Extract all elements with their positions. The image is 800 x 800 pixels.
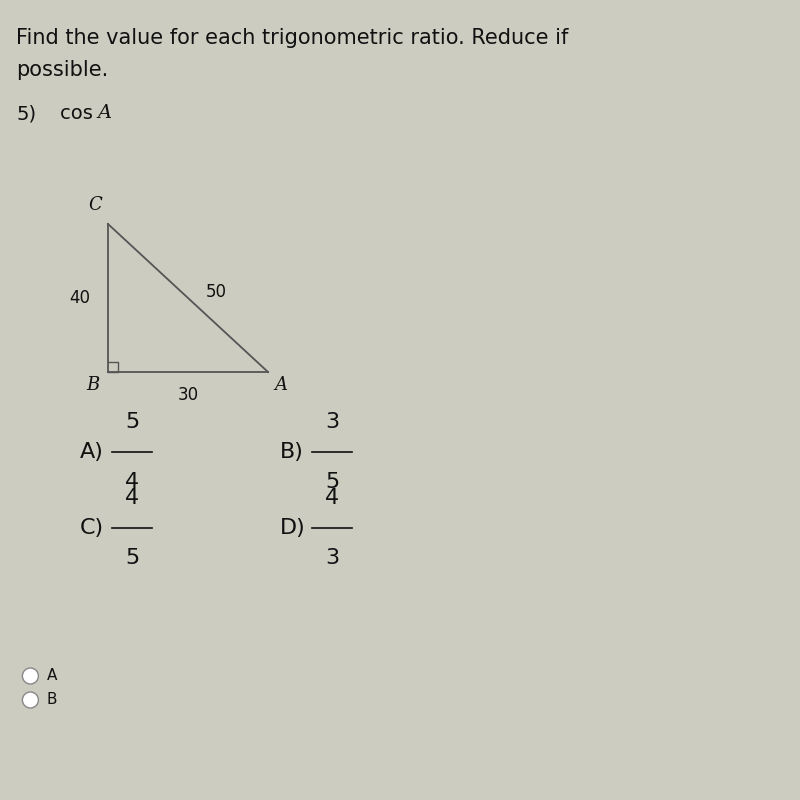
Text: B): B) (280, 442, 304, 462)
Text: 5): 5) (16, 104, 36, 123)
Text: 4: 4 (125, 472, 139, 492)
Text: B: B (46, 693, 57, 707)
Text: 30: 30 (178, 386, 198, 404)
Text: A: A (46, 669, 57, 683)
Text: 3: 3 (325, 412, 339, 432)
Text: A): A) (80, 442, 104, 462)
Text: 5: 5 (125, 548, 139, 568)
Circle shape (22, 668, 38, 684)
Text: C: C (88, 196, 102, 214)
Text: cos: cos (60, 104, 99, 123)
Text: 3: 3 (325, 548, 339, 568)
Text: B: B (86, 376, 100, 394)
Text: 5: 5 (125, 412, 139, 432)
Text: 5: 5 (325, 472, 339, 492)
Text: 50: 50 (206, 282, 226, 301)
Text: D): D) (280, 518, 306, 538)
Text: 40: 40 (70, 289, 90, 307)
Circle shape (22, 692, 38, 708)
Text: A: A (274, 376, 287, 394)
Text: A: A (98, 104, 112, 122)
Text: possible.: possible. (16, 60, 108, 80)
Text: C): C) (80, 518, 104, 538)
Text: Find the value for each trigonometric ratio. Reduce if: Find the value for each trigonometric ra… (16, 28, 568, 48)
Text: 4: 4 (125, 488, 139, 508)
Text: 4: 4 (325, 488, 339, 508)
